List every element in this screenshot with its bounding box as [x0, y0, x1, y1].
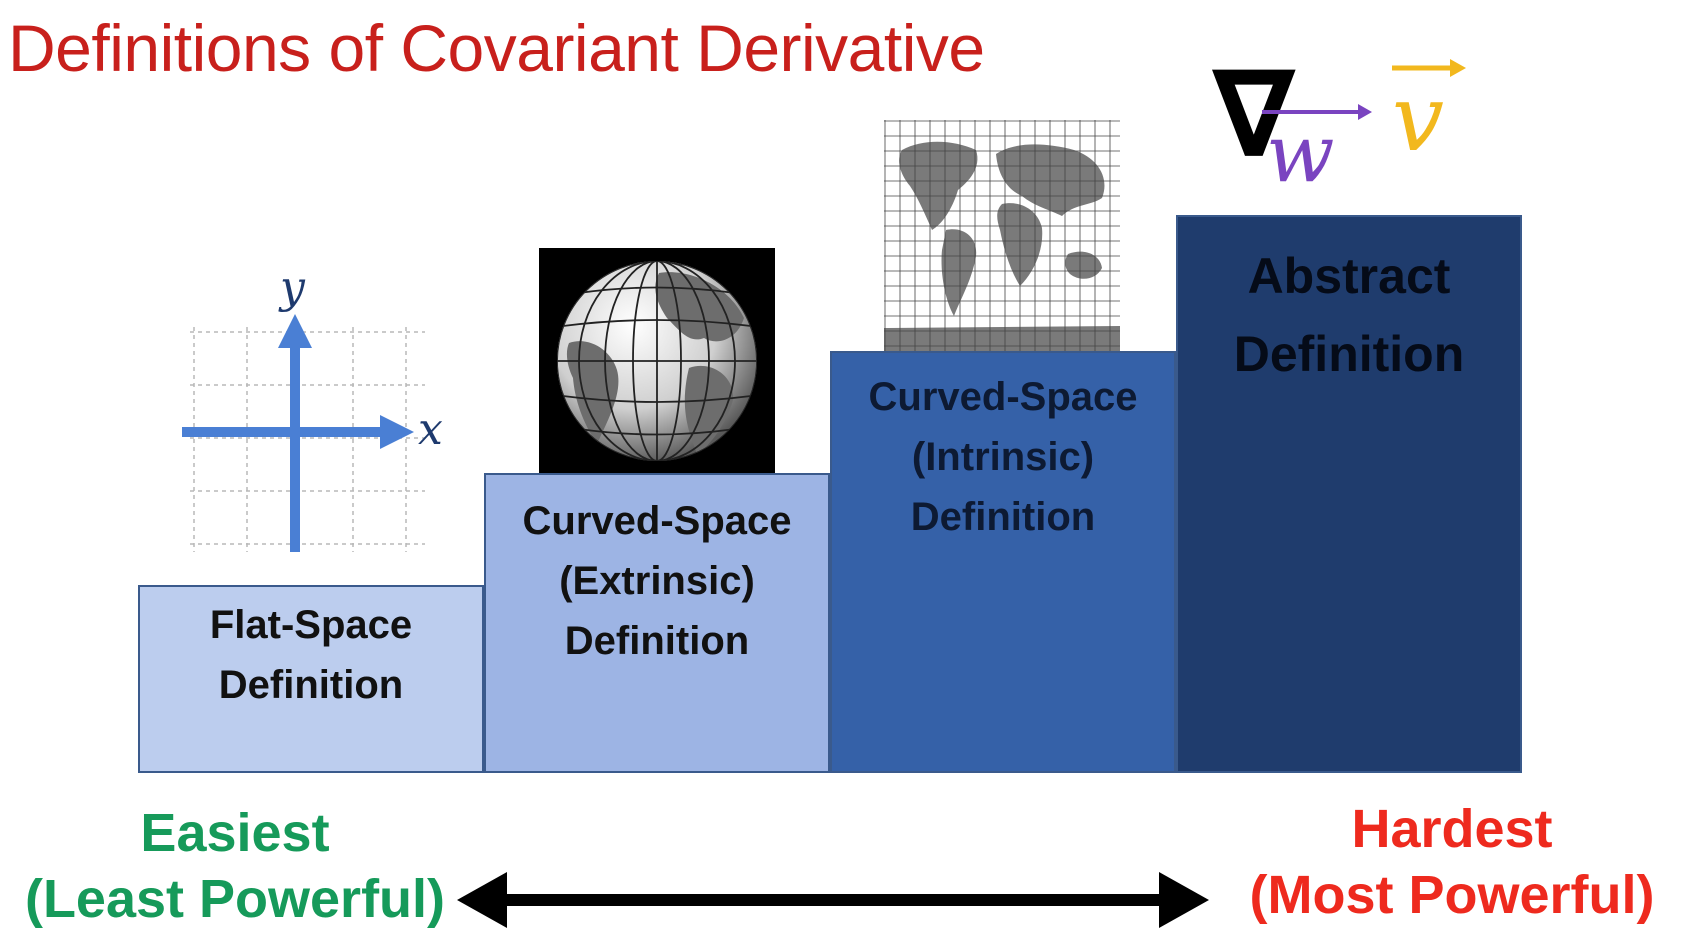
step-flat-space: Flat-Space Definition [138, 585, 484, 773]
step-intrinsic-line2: (Intrinsic) [911, 435, 1095, 479]
hardest-label: Hardest (Most Powerful) [1222, 796, 1682, 928]
double-arrow [457, 872, 1209, 928]
double-arrow-right-head [1159, 872, 1209, 928]
step-abstract: Abstract Definition [1176, 215, 1522, 773]
step-abstract-line1: Abstract [1247, 248, 1451, 304]
nabla-symbol: ∇ [1212, 48, 1296, 185]
easiest-label: Easiest (Least Powerful) [10, 800, 460, 932]
step-curved-extrinsic: Curved-Space (Extrinsic) Definition [484, 473, 830, 773]
step-intrinsic-line1: Curved-Space [868, 375, 1138, 419]
step-flat-line1: Flat-Space [209, 603, 413, 647]
step-flat-line2: Definition [218, 663, 404, 707]
step-curved-intrinsic: Curved-Space (Intrinsic) Definition [830, 351, 1176, 773]
double-arrow-left-head [457, 872, 507, 928]
step-extrinsic-line3: Definition [564, 619, 750, 663]
subscript-w: w [1266, 107, 1334, 198]
globe-image [539, 248, 775, 473]
nabla-notation: ∇ w v [1212, 48, 1466, 198]
x-axis-arrow [380, 415, 414, 449]
step-intrinsic-line3: Definition [910, 495, 1096, 539]
step-extrinsic-line2: (Extrinsic) [559, 559, 755, 603]
step-extrinsic-line1: Curved-Space [522, 499, 792, 543]
x-axis-label: x [418, 404, 443, 455]
vector-v: v [1392, 65, 1444, 172]
hardest-line1: Hardest [1351, 799, 1553, 859]
w-arrow-head [1358, 104, 1372, 120]
easiest-line2: (Least Powerful) [24, 869, 446, 929]
y-axis-arrow [278, 314, 312, 348]
y-axis-label: y [278, 262, 306, 313]
step-abstract-line2: Definition [1233, 326, 1465, 382]
flat-axes-diagram: y x [182, 262, 443, 552]
world-map-icon [884, 120, 1120, 351]
globe-icon [557, 261, 757, 461]
easiest-line1: Easiest [140, 803, 330, 863]
hardest-line2: (Most Powerful) [1249, 865, 1655, 925]
page-title: Definitions of Covariant Derivative [8, 11, 985, 85]
world-map-image [884, 120, 1120, 351]
v-arrow-head [1450, 59, 1466, 77]
